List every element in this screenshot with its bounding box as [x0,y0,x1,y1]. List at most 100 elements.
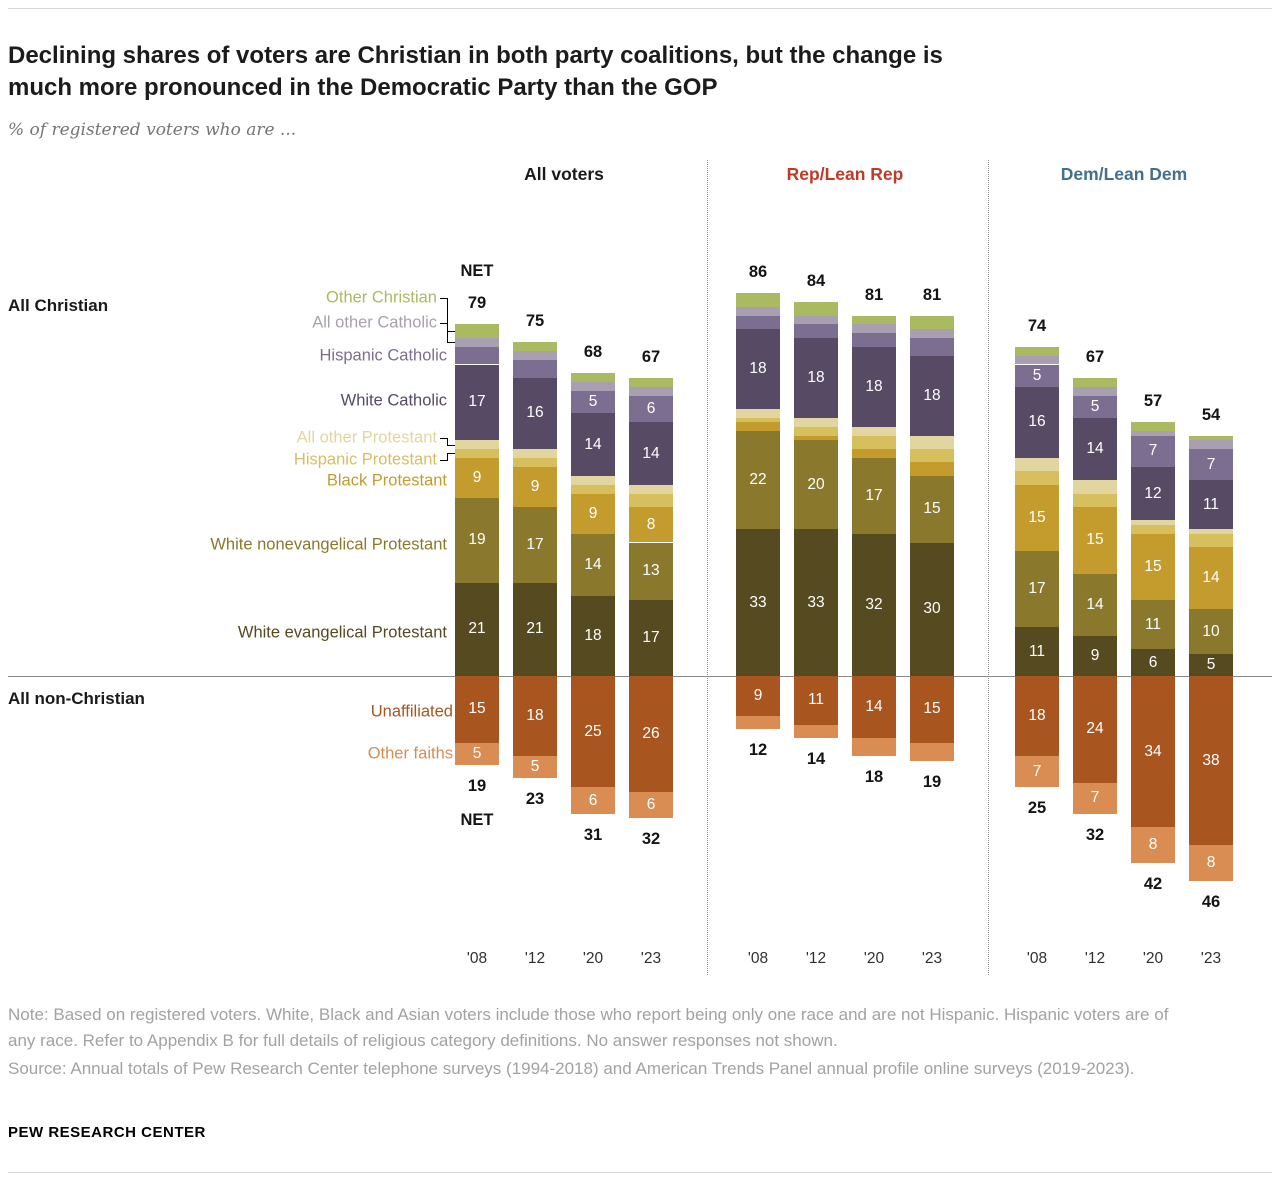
segment-value-white-nonevangelical: 14 [1086,595,1104,613]
segment-black-protestant [513,466,557,507]
segment-value-black-protestant: 9 [588,504,598,522]
segment-hispanic-protestant [513,457,557,467]
segment-hispanic-protestant [794,426,838,436]
top-rule [8,8,1272,9]
segment-value-black-protestant: 15 [1086,531,1104,549]
segment-black-protestant [852,449,896,458]
segment-value-white-nonevangelical: 22 [749,471,767,489]
connector-all-other-protestant-tip [447,445,455,446]
segment-white-catholic [1131,466,1175,521]
segment-other-christian [455,324,499,338]
connector-all-other-protestant [440,438,448,446]
segment-value-white-catholic: 16 [526,404,544,422]
legend-hispanic-protestant: Hispanic Protestant [293,450,437,469]
segment-value-white-nonevangelical: 14 [584,555,602,573]
segment-value-white-catholic: 18 [923,386,941,404]
segment-hispanic-protestant [1189,533,1233,547]
segment-value-white-catholic: 18 [807,368,825,386]
segment-hispanic-protestant [629,493,673,507]
segment-value-white-evangelical: 11 [1028,642,1046,660]
net-non-christian-value: 42 [1143,874,1163,893]
segment-all-other-catholic [1073,386,1117,396]
segment-value-white-catholic: 11 [1202,495,1220,513]
legend-all-other-catholic: All other Catholic [312,313,437,332]
legend-white-catholic: White Catholic [340,391,447,410]
segment-value-other-faiths: 5 [530,758,540,776]
segment-value-unaffiliated: 34 [1144,742,1162,760]
segment-hispanic-protestant [1015,471,1059,485]
segment-value-other-faiths: 7 [1032,762,1042,780]
segment-hispanic-protestant [736,417,780,423]
net-non-christian-value: 25 [1027,799,1047,818]
net-non-christian-value: 12 [748,741,768,760]
segment-all-other-catholic [571,382,615,392]
segment-black-protestant [629,506,673,543]
segment-white-catholic [910,355,954,436]
net-non-christian-value: 23 [525,790,545,809]
segment-black-protestant [794,435,838,441]
segment-value-black-protestant: 9 [530,477,540,495]
segment-unaffiliated [910,676,954,743]
segment-value-white-evangelical: 17 [642,629,660,647]
legend-other-christian: Other Christian [326,288,437,307]
segment-white-catholic [629,422,673,485]
segment-other-christian [629,377,673,387]
segment-white-evangelical [629,600,673,676]
segment-white-evangelical [736,529,780,676]
segment-value-hispanic-catholic: 5 [588,393,598,411]
net-christian-value: 57 [1143,392,1163,411]
connector-hispanic-protestant [440,453,448,461]
segment-value-black-protestant: 15 [1144,557,1162,575]
legend-hispanic-catholic: Hispanic Catholic [319,346,447,365]
segment-all-other-protestant [1131,520,1175,525]
year-label: '23 [921,950,943,967]
segment-white-nonevangelical [910,475,954,543]
segment-all-other-catholic [794,315,838,325]
net-non-christian-value: 46 [1201,892,1221,911]
year-label: '23 [1200,950,1222,967]
segment-all-other-catholic [455,337,499,347]
segment-value-white-evangelical: 21 [468,620,486,638]
year-label: '23 [640,950,662,967]
net-christian-value: 86 [748,263,768,282]
segment-unaffiliated [1131,676,1175,828]
segment-value-white-catholic: 14 [1086,440,1104,458]
label-all-christian: All Christian [8,296,109,315]
legend-unaffiliated: Unaffiliated [370,702,453,721]
segment-other-faiths [1015,756,1059,788]
net-non-christian-value: 14 [806,750,826,769]
segment-value-white-evangelical: 30 [923,600,941,618]
segment-other-faiths [571,787,615,814]
label-all-non-christian: All non-Christian [8,689,145,708]
legend-all-other-protestant: All other Protestant [296,428,437,447]
segment-value-white-nonevangelical: 15 [923,500,941,518]
segment-other-faiths [629,791,673,819]
net-non-christian-value: 19 [467,777,487,795]
connector-other-christian-tip [447,331,455,332]
segment-value-unaffiliated: 38 [1202,751,1220,769]
segment-all-other-protestant [794,417,838,427]
legend-white-evangelical: White evangelical Protestant [237,623,447,642]
net-christian-value: 67 [641,347,661,366]
segment-other-faiths [1073,782,1117,814]
year-label: '08 [747,950,769,967]
net-christian-value: 81 [922,285,942,304]
panel-header-all-voters: All voters [524,164,604,184]
segment-white-nonevangelical [852,457,896,534]
segment-value-white-evangelical: 18 [584,626,602,644]
segment-value-white-nonevangelical: 19 [468,531,486,549]
segment-value-white-evangelical: 33 [807,593,825,611]
segment-value-unaffiliated: 18 [1028,707,1046,725]
segment-other-christian [852,315,896,325]
net-christian-value: 68 [583,343,603,362]
segment-hispanic-catholic [513,360,557,378]
legend-white-nonevangelical: White nonevangelical Protestant [210,535,447,554]
connector-hispanic-protestant-tip [447,453,455,454]
segment-white-nonevangelical [513,506,557,583]
segment-white-catholic [513,377,557,450]
segment-other-christian [1073,377,1117,387]
segment-value-hispanic-catholic: 7 [1148,442,1158,460]
segment-value-white-evangelical: 33 [749,593,767,611]
segment-all-other-protestant [455,440,499,450]
segment-value-white-nonevangelical: 20 [807,475,825,493]
